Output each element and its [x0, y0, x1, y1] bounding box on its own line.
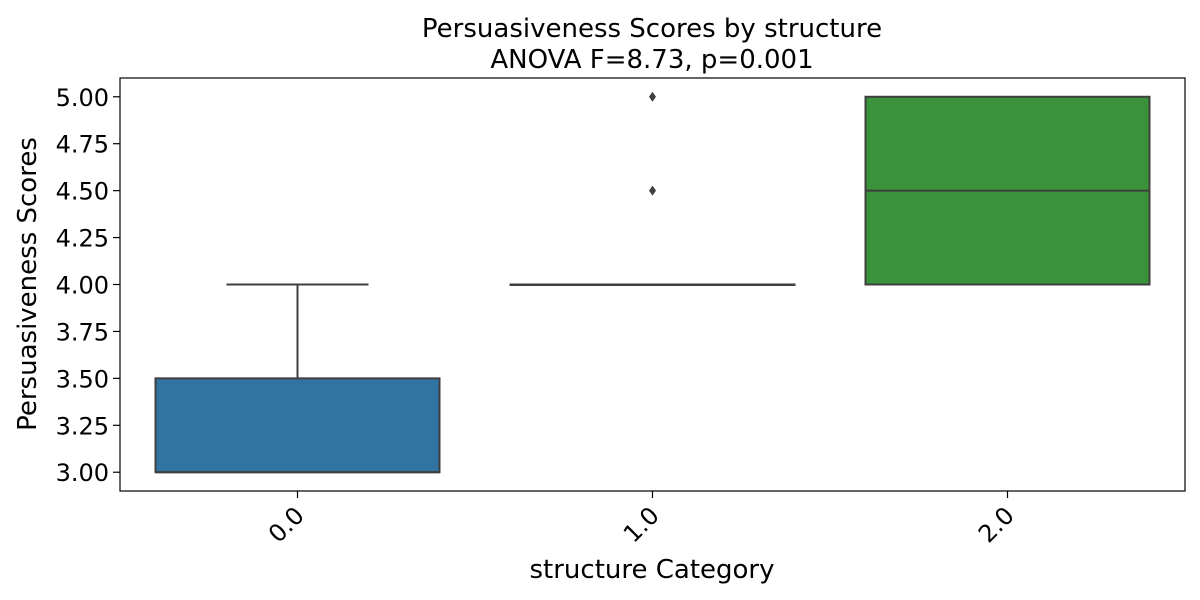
y-tick-label: 3.50: [56, 365, 109, 393]
chart-title: Persuasiveness Scores by structure: [422, 14, 882, 44]
outlier-point: [649, 185, 656, 196]
x-axis-label: structure Category: [529, 555, 774, 585]
y-axis-label: Persuasiveness Scores: [13, 137, 43, 431]
outlier-point: [649, 91, 656, 102]
y-tick-label: 4.00: [56, 272, 109, 300]
y-tick-label: 3.75: [56, 318, 109, 346]
x-tick-label: 2.0: [973, 501, 1020, 548]
chart-subtitle: ANOVA F=8.73, p=0.001: [490, 45, 813, 75]
y-tick-label: 4.25: [56, 225, 109, 253]
plot-area: 3.00 3.25 3.50 3.75 4.00 4.25 4.50 4.75 5.00 0.0 1…: [56, 77, 1186, 548]
box-0.0: [154, 377, 441, 474]
x-tick-label: 0.0: [263, 501, 310, 548]
y-tick-label: 4.50: [56, 178, 109, 206]
y-tick-label: 5.00: [56, 84, 109, 112]
x-tick-label: 1.0: [618, 501, 665, 548]
y-tick-label: 3.00: [56, 459, 109, 487]
y-tick-label: 4.75: [56, 131, 109, 159]
y-tick-label: 3.25: [56, 412, 109, 440]
